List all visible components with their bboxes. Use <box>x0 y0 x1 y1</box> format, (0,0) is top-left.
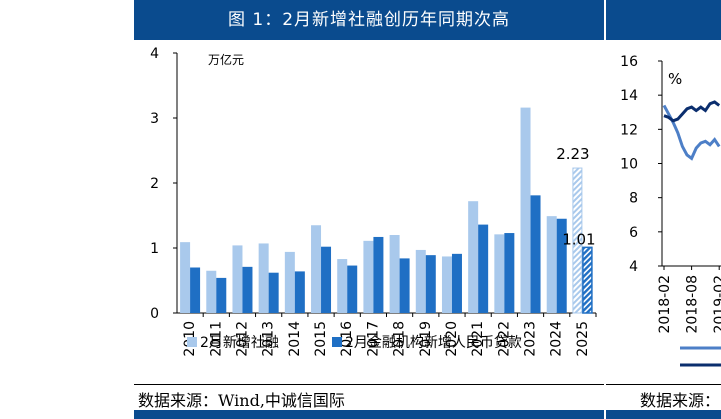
bar-series-1 <box>311 225 322 313</box>
bar-series-1 <box>363 240 374 313</box>
bar-series-1 <box>284 251 295 313</box>
panel-footer-bar-right <box>606 410 721 419</box>
bar-series-1 <box>232 245 243 313</box>
bar-series-2 <box>556 218 567 313</box>
y-tick-label: 10 <box>620 157 638 173</box>
bar-series-1 <box>206 270 217 313</box>
x-tick-label: 2019-02 <box>712 275 721 334</box>
bar-series-2 <box>425 255 436 313</box>
data-source: 数据来源：Wind,中诚信国际 <box>138 391 345 410</box>
x-tick-label: 2012 <box>234 321 250 357</box>
y-tick-label: 6 <box>629 225 638 241</box>
y-tick-label: 16 <box>620 54 638 70</box>
data-label: 2.23 <box>556 145 589 163</box>
bar-series-2 <box>530 195 541 313</box>
legend-label-series-1: 2月新增社融 <box>200 335 279 351</box>
chart-title: 图 1：2月新增社融创历年同期次高 <box>227 10 511 30</box>
bar-series-1 <box>441 256 452 313</box>
y-tick-label: 8 <box>629 191 638 207</box>
x-tick-label: 2014 <box>287 321 303 357</box>
x-tick-label: 2011 <box>208 321 224 357</box>
line-chart: 4 6 8 10 12 14 16% 2018-02 2018-08 2019-02 <box>620 54 721 367</box>
x-tick-label: 2017 <box>365 321 381 357</box>
unit-label: % <box>668 70 682 88</box>
bar-series-2 <box>478 224 489 313</box>
source-divider-right <box>606 384 721 385</box>
bar-series-2 <box>582 246 593 314</box>
bar-series-1 <box>415 249 426 313</box>
x-tick-label: 2024 <box>549 321 565 357</box>
data-source-right: 数据来源： <box>640 391 721 410</box>
y-tick-label: 4 <box>629 259 638 275</box>
y-tick-label: 4 <box>150 46 159 62</box>
bar-series-1 <box>389 235 400 313</box>
y-tick-label: 0 <box>150 306 159 322</box>
unit-label: 万亿元 <box>208 52 244 67</box>
x-tick-label: 2013 <box>261 321 277 357</box>
bar-chart: 01234万亿元20102011201220132014201520162017… <box>150 46 597 357</box>
bar-series-2 <box>242 266 253 313</box>
x-tick-label: 2023 <box>523 321 539 357</box>
page-margin <box>0 0 134 419</box>
bar-series-2 <box>321 246 332 313</box>
chart-panel-growth-rate: 4 6 8 10 12 14 16% 2018-02 2018-08 2019-02 数据来源： <box>604 0 721 419</box>
panel-header: 图 1：2月新增社融创历年同期次高 <box>134 0 604 40</box>
x-tick-label: 2018 <box>392 321 408 357</box>
x-tick-label: 2025 <box>575 321 591 357</box>
x-tick-label: 2021 <box>470 321 486 357</box>
bar-series-2 <box>373 236 384 313</box>
bar-series-1 <box>337 259 348 313</box>
bar-series-2 <box>399 258 410 313</box>
bar-series-2 <box>190 267 201 313</box>
bar-series-2 <box>216 277 227 313</box>
bar-series-1 <box>572 167 583 314</box>
x-tick-label: 2022 <box>496 321 512 357</box>
source-divider <box>134 384 604 385</box>
y-tick-label: 1 <box>150 241 159 257</box>
legend-label-series-2: 2月金融机构新增人民币贷款 <box>345 335 522 351</box>
y-tick-label: 3 <box>150 111 159 127</box>
x-tick-label: 2018-08 <box>685 275 701 334</box>
x-tick-label: 2015 <box>313 321 329 357</box>
bar-series-2 <box>451 253 462 313</box>
x-tick-label: 2020 <box>444 321 460 357</box>
bar-series-2 <box>504 233 515 313</box>
legend-swatch-series-1 <box>187 337 197 347</box>
line-series <box>662 104 721 161</box>
line-series <box>663 100 721 123</box>
panel-footer-bar <box>134 410 604 419</box>
bar-series-1 <box>520 107 531 313</box>
bar-series-1 <box>258 243 269 313</box>
bar-series-1 <box>494 234 505 313</box>
bar-series-1 <box>546 216 557 313</box>
y-tick-label: 2 <box>150 176 159 192</box>
bar-series-2 <box>294 271 305 313</box>
bar-series-2 <box>268 272 279 313</box>
y-tick-label: 12 <box>620 122 638 138</box>
chart-panel-social-financing: 图 1：2月新增社融创历年同期次高 01234万亿元20102011201220… <box>134 0 604 419</box>
data-label: 1.01 <box>562 230 595 248</box>
x-tick-label: 2016 <box>339 321 355 357</box>
bar-series-1 <box>468 201 479 313</box>
legend-swatch-series-2 <box>332 337 342 347</box>
bar-series-1 <box>180 242 191 313</box>
panel-header-right <box>606 0 721 40</box>
y-tick-label: 14 <box>620 88 638 104</box>
x-tick-label: 2018-02 <box>657 275 673 334</box>
x-tick-label: 2019 <box>418 321 434 357</box>
bar-series-2 <box>347 265 358 313</box>
